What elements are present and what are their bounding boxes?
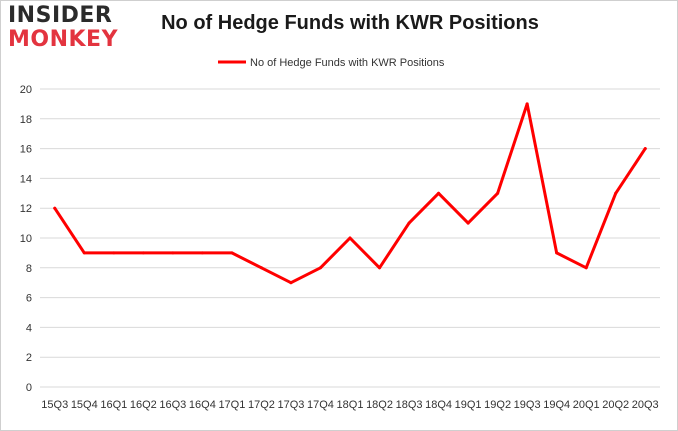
data-point	[407, 221, 411, 225]
y-tick-label: 20	[20, 84, 32, 96]
x-tick-label: 18Q2	[366, 399, 393, 411]
data-point	[378, 266, 382, 270]
x-tick-label: 19Q2	[484, 399, 511, 411]
x-tick-label: 18Q4	[425, 399, 452, 411]
data-point	[171, 251, 175, 255]
y-tick-label: 0	[26, 382, 32, 394]
data-point	[259, 266, 263, 270]
data-point	[318, 266, 322, 270]
data-point	[584, 266, 588, 270]
x-tick-label: 20Q2	[602, 399, 629, 411]
x-tick-label: 16Q3	[159, 399, 186, 411]
y-tick-label: 18	[20, 114, 32, 126]
x-tick-label: 18Q1	[337, 399, 364, 411]
series-group	[53, 102, 647, 285]
y-axis-ticks: 0 2 4 6 8 10 12 14 16 18 20	[20, 84, 32, 394]
logo-line-2: MONKEY	[8, 27, 119, 52]
x-tick-label: 15Q4	[71, 399, 98, 411]
x-tick-label: 19Q4	[543, 399, 570, 411]
y-tick-label: 10	[20, 233, 32, 245]
x-tick-label: 17Q3	[277, 399, 304, 411]
x-tick-label: 16Q4	[189, 399, 216, 411]
y-tick-label: 16	[20, 144, 32, 156]
x-tick-label: 19Q3	[514, 399, 541, 411]
x-tick-label: 17Q4	[307, 399, 334, 411]
data-point	[200, 251, 204, 255]
data-point	[525, 102, 529, 106]
data-point	[466, 221, 470, 225]
legend: No of Hedge Funds with KWR Positions	[218, 57, 445, 69]
x-tick-label: 16Q2	[130, 399, 157, 411]
data-point	[53, 206, 57, 210]
data-point	[555, 251, 559, 255]
x-axis-ticks: 15Q3 15Q4 16Q1 16Q2 16Q3 16Q4 17Q1 17Q2 17Q3 17Q4…	[41, 399, 658, 411]
y-tick-label: 6	[26, 293, 32, 305]
x-tick-label: 20Q3	[632, 399, 659, 411]
y-tick-label: 12	[20, 203, 32, 215]
series-line	[53, 102, 647, 285]
y-tick-label: 8	[26, 263, 32, 275]
data-point	[614, 191, 618, 195]
data-point	[437, 191, 441, 195]
y-tick-label: 14	[20, 173, 32, 185]
x-tick-label: 18Q3	[396, 399, 423, 411]
y-tick-label: 4	[26, 322, 32, 334]
x-tick-label: 17Q1	[218, 399, 245, 411]
data-point	[348, 236, 352, 240]
data-point	[643, 147, 647, 151]
data-point	[141, 251, 145, 255]
y-tick-label: 2	[26, 352, 32, 364]
x-tick-label: 20Q1	[573, 399, 600, 411]
chart-title: No of Hedge Funds with KWR Positions	[161, 12, 539, 34]
x-tick-label: 17Q2	[248, 399, 275, 411]
x-tick-label: 15Q3	[41, 399, 68, 411]
logo-line-1: INSIDER	[8, 3, 113, 28]
data-point	[82, 251, 86, 255]
data-point	[496, 191, 500, 195]
x-tick-label: 16Q1	[100, 399, 127, 411]
data-point	[289, 281, 293, 285]
gridlines	[40, 88, 660, 388]
data-point	[230, 251, 234, 255]
legend-label: No of Hedge Funds with KWR Positions	[250, 57, 445, 69]
x-tick-label: 19Q1	[455, 399, 482, 411]
insider-monkey-logo: INSIDER MONKEY	[8, 5, 128, 55]
data-point	[112, 251, 116, 255]
